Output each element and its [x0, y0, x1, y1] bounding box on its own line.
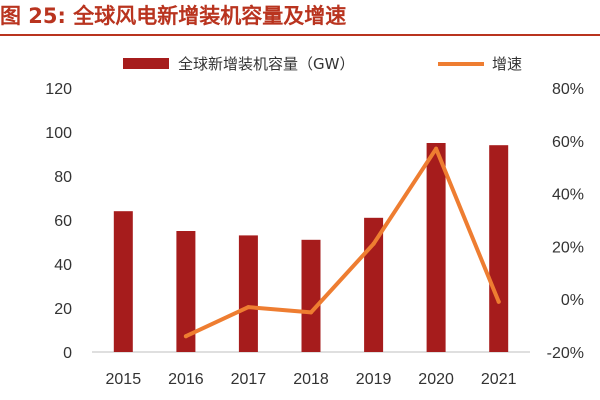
legend-label-capacity: 全球新增装机容量（GW）: [178, 55, 354, 73]
y-left-tick: 80: [54, 169, 72, 186]
y-right-tick: -20%: [547, 345, 584, 362]
x-tick: 2020: [418, 371, 454, 388]
y-right-tick: 0%: [561, 292, 584, 309]
x-tick: 2016: [168, 371, 204, 388]
growth-point-2021: [496, 299, 501, 304]
bar-2019: [364, 217, 384, 352]
growth-point-2017: [246, 305, 251, 310]
y-left-tick: 120: [45, 81, 72, 98]
growth-line-series: [183, 146, 501, 339]
y-right-tick: 80%: [552, 81, 584, 98]
x-tick: 2018: [293, 371, 329, 388]
bar-2015: [113, 211, 133, 352]
y-left-tick: 20: [54, 301, 72, 318]
bar-2018: [301, 239, 321, 352]
y-right-tick: 40%: [552, 187, 584, 204]
growth-point-2020: [434, 146, 439, 151]
figure-label: 图 25:: [0, 4, 66, 28]
bar-2016: [176, 231, 196, 352]
figure-title: 图 25: 全球风电新增装机容量及增速: [0, 2, 346, 30]
legend-swatch-capacity: [123, 58, 169, 69]
figure-title-text: 全球风电新增装机容量及增速: [73, 4, 347, 28]
legend: 全球新增装机容量（GW） 增速: [123, 55, 522, 73]
growth-point-2019: [371, 241, 376, 246]
title-underline: [0, 34, 600, 36]
growth-point-2018: [309, 310, 313, 315]
y-left-tick: 40: [54, 257, 72, 274]
bar-2021: [489, 145, 509, 352]
x-tick: 2019: [356, 371, 392, 388]
bar-2017: [238, 235, 258, 352]
x-tick: 2015: [106, 371, 142, 388]
y-right-tick: 60%: [552, 134, 584, 151]
x-tick: 2021: [481, 371, 517, 388]
growth-line: [183, 146, 501, 339]
bar-2020: [426, 143, 446, 352]
bar-series: [113, 143, 509, 352]
y-left-tick: 100: [45, 125, 72, 142]
y-left-tick: 0: [63, 345, 72, 362]
figure-header: 图 25: 全球风电新增装机容量及增速: [0, 0, 600, 36]
y-left-tick: 60: [54, 213, 72, 230]
x-tick: 2017: [231, 371, 267, 388]
legend-label-growth: 增速: [492, 55, 522, 73]
y-right-tick: 20%: [552, 239, 584, 256]
growth-point-2016: [183, 334, 188, 339]
tick-labels: 0 20 40 60 80 100 120 -20% 0% 20% 40% 60% 80% 2015 201…: [45, 81, 584, 388]
